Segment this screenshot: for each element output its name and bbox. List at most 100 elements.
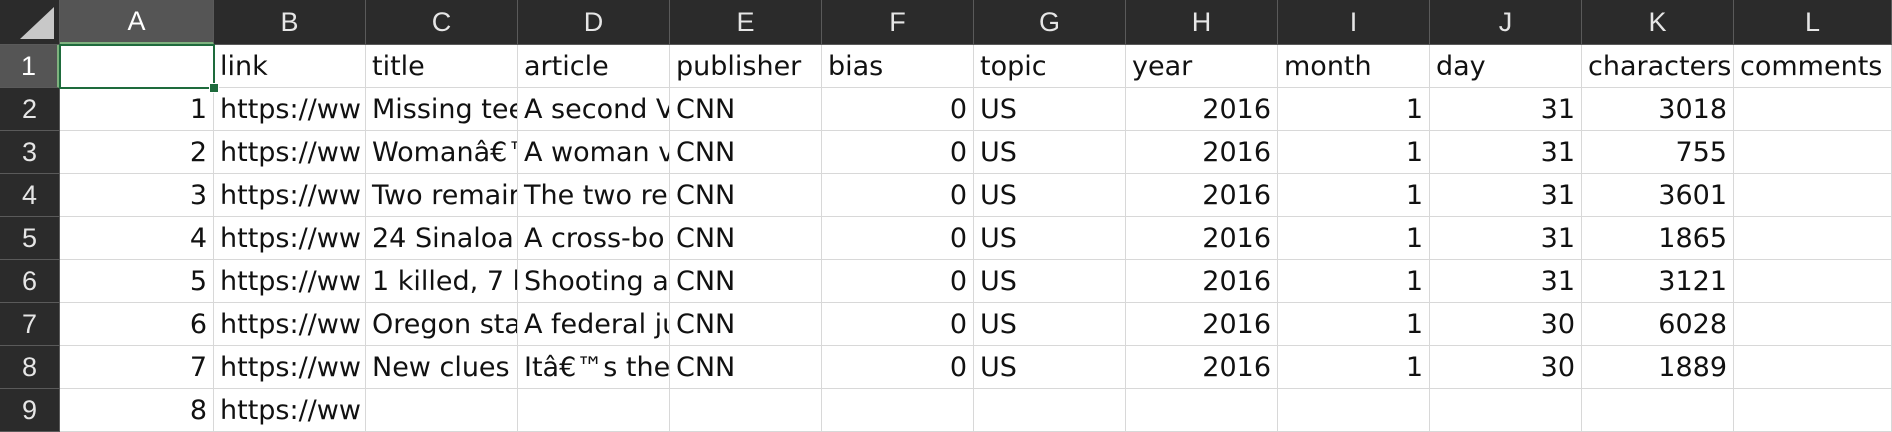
cell-j2[interactable]: 31: [1430, 88, 1582, 131]
cell-d7[interactable]: A federal ju: [518, 303, 670, 346]
cell-i3[interactable]: 1: [1278, 131, 1430, 174]
cell-f3[interactable]: 0: [822, 131, 974, 174]
cell-k2[interactable]: 3018: [1582, 88, 1734, 131]
cell-c1[interactable]: title: [366, 45, 518, 88]
cell-i8[interactable]: 1: [1278, 346, 1430, 389]
cell-f2[interactable]: 0: [822, 88, 974, 131]
cell-d9[interactable]: [518, 389, 670, 432]
cell-i7[interactable]: 1: [1278, 303, 1430, 346]
row-header-6[interactable]: 6: [0, 260, 60, 303]
cell-d4[interactable]: The two re: [518, 174, 670, 217]
cell-a3[interactable]: 2: [60, 131, 214, 174]
cell-a7[interactable]: 6: [60, 303, 214, 346]
row-header-3[interactable]: 3: [0, 131, 60, 174]
column-header-k[interactable]: K: [1582, 0, 1734, 45]
cell-k4[interactable]: 3601: [1582, 174, 1734, 217]
cell-j6[interactable]: 31: [1430, 260, 1582, 303]
cell-h5[interactable]: 2016: [1126, 217, 1278, 260]
cell-d2[interactable]: A second V: [518, 88, 670, 131]
row-header-4[interactable]: 4: [0, 174, 60, 217]
cell-k5[interactable]: 1865: [1582, 217, 1734, 260]
cell-f5[interactable]: 0: [822, 217, 974, 260]
cell-f1[interactable]: bias: [822, 45, 974, 88]
column-header-h[interactable]: H: [1126, 0, 1278, 45]
cell-b8[interactable]: https://ww: [214, 346, 366, 389]
cell-l7[interactable]: [1734, 303, 1892, 346]
cell-g5[interactable]: US: [974, 217, 1126, 260]
cell-b9[interactable]: https://ww: [214, 389, 366, 432]
cell-e4[interactable]: CNN: [670, 174, 822, 217]
cell-j8[interactable]: 30: [1430, 346, 1582, 389]
cell-b1[interactable]: link: [214, 45, 366, 88]
cell-c2[interactable]: Missing tee: [366, 88, 518, 131]
cell-c3[interactable]: Womanâ€™: [366, 131, 518, 174]
cell-i6[interactable]: 1: [1278, 260, 1430, 303]
cell-k8[interactable]: 1889: [1582, 346, 1734, 389]
cell-f9[interactable]: [822, 389, 974, 432]
column-header-i[interactable]: I: [1278, 0, 1430, 45]
cell-k9[interactable]: [1582, 389, 1734, 432]
cell-a1[interactable]: [60, 45, 214, 88]
row-header-1[interactable]: 1: [0, 45, 60, 88]
column-header-e[interactable]: E: [670, 0, 822, 45]
cell-e3[interactable]: CNN: [670, 131, 822, 174]
cell-a9[interactable]: 8: [60, 389, 214, 432]
cell-c9[interactable]: [366, 389, 518, 432]
cell-e9[interactable]: [670, 389, 822, 432]
cell-i9[interactable]: [1278, 389, 1430, 432]
cell-h9[interactable]: [1126, 389, 1278, 432]
cell-i4[interactable]: 1: [1278, 174, 1430, 217]
cell-e5[interactable]: CNN: [670, 217, 822, 260]
cell-e1[interactable]: publisher: [670, 45, 822, 88]
cell-h8[interactable]: 2016: [1126, 346, 1278, 389]
cell-a5[interactable]: 4: [60, 217, 214, 260]
cell-h2[interactable]: 2016: [1126, 88, 1278, 131]
cell-f7[interactable]: 0: [822, 303, 974, 346]
column-header-a[interactable]: A: [60, 0, 214, 45]
cell-a8[interactable]: 7: [60, 346, 214, 389]
cell-a2[interactable]: 1: [60, 88, 214, 131]
cell-g2[interactable]: US: [974, 88, 1126, 131]
cell-g6[interactable]: US: [974, 260, 1126, 303]
cell-g7[interactable]: US: [974, 303, 1126, 346]
cell-l3[interactable]: [1734, 131, 1892, 174]
cell-l2[interactable]: [1734, 88, 1892, 131]
cell-e7[interactable]: CNN: [670, 303, 822, 346]
cell-c6[interactable]: 1 killed, 7 h: [366, 260, 518, 303]
cell-h7[interactable]: 2016: [1126, 303, 1278, 346]
row-header-9[interactable]: 9: [0, 389, 60, 432]
row-header-5[interactable]: 5: [0, 217, 60, 260]
cell-b4[interactable]: https://ww: [214, 174, 366, 217]
cell-j9[interactable]: [1430, 389, 1582, 432]
cell-i1[interactable]: month: [1278, 45, 1430, 88]
cell-d8[interactable]: Itâ€™s the: [518, 346, 670, 389]
cell-h4[interactable]: 2016: [1126, 174, 1278, 217]
cell-g1[interactable]: topic: [974, 45, 1126, 88]
cell-l1[interactable]: comments: [1734, 45, 1892, 88]
cell-d5[interactable]: A cross-bo: [518, 217, 670, 260]
cell-j4[interactable]: 31: [1430, 174, 1582, 217]
cell-a4[interactable]: 3: [60, 174, 214, 217]
cell-l5[interactable]: [1734, 217, 1892, 260]
cell-f8[interactable]: 0: [822, 346, 974, 389]
column-header-j[interactable]: J: [1430, 0, 1582, 45]
cell-j7[interactable]: 30: [1430, 303, 1582, 346]
cell-e8[interactable]: CNN: [670, 346, 822, 389]
cell-j3[interactable]: 31: [1430, 131, 1582, 174]
cell-b6[interactable]: https://ww: [214, 260, 366, 303]
cell-k6[interactable]: 3121: [1582, 260, 1734, 303]
cell-k3[interactable]: 755: [1582, 131, 1734, 174]
cell-a6[interactable]: 5: [60, 260, 214, 303]
cell-e6[interactable]: CNN: [670, 260, 822, 303]
cell-h1[interactable]: year: [1126, 45, 1278, 88]
select-all-button[interactable]: [0, 0, 60, 45]
row-header-8[interactable]: 8: [0, 346, 60, 389]
cell-l8[interactable]: [1734, 346, 1892, 389]
cell-l9[interactable]: [1734, 389, 1892, 432]
column-header-c[interactable]: C: [366, 0, 518, 45]
cell-k7[interactable]: 6028: [1582, 303, 1734, 346]
cell-f6[interactable]: 0: [822, 260, 974, 303]
cell-i2[interactable]: 1: [1278, 88, 1430, 131]
column-header-d[interactable]: D: [518, 0, 670, 45]
cell-b5[interactable]: https://ww: [214, 217, 366, 260]
